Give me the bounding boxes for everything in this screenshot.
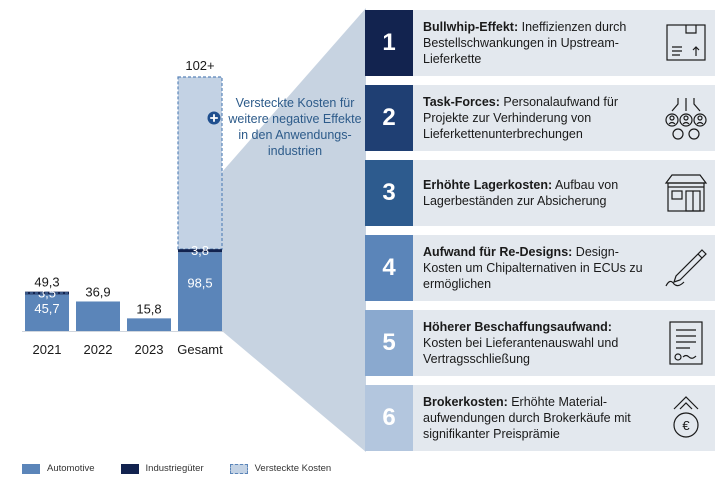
cost-driver-row-4: 4 Aufwand für Re-Designs: Design-Kosten u… [365, 235, 715, 301]
cost-driver-number: 2 [365, 85, 413, 151]
legend-item-hidden: Versteckte Kosten [230, 463, 332, 474]
bar-automotive-gesamt [178, 252, 222, 331]
cost-driver-number: 6 [365, 385, 413, 451]
hidden-costs-note: Versteckte Kosten für weitere negative E… [228, 95, 362, 159]
cost-driver-text: Erhöhte Lagerkosten: Aufbau von Lagerbes… [413, 177, 657, 209]
legend-label-automotive: Automotive [47, 463, 95, 474]
svg-text:€: € [682, 418, 690, 433]
cost-driver-row-2: 2 Task-Forces: Personalaufwand für Projek… [365, 85, 715, 151]
legend: Automotive Industriegüter Versteckte Kos… [22, 463, 357, 474]
cost-driver-row-5: 5 Höherer Beschaffungsaufwand: Kosten bei… [365, 310, 715, 376]
cost-driver-description: Kosten bei Lieferantenauswahl und Vertra… [423, 336, 618, 366]
bar-automotive-2023 [127, 318, 171, 331]
cost-driver-text: Höherer Beschaffungsaufwand: Kosten bei … [413, 319, 657, 367]
cost-driver-number: 3 [365, 160, 413, 226]
value-label-automotive-gesamt: 98,5 [187, 276, 212, 291]
cost-driver-title: Aufwand für Re-Designs: [423, 245, 572, 259]
cost-driver-title: Erhöhte Lagerkosten: [423, 178, 552, 192]
value-label-automotive-2021: 45,7 [34, 301, 59, 316]
category-label-gesamt: Gesamt [177, 342, 223, 357]
cost-driver-title: Task-Forces: [423, 95, 500, 109]
cost-driver-text: Bullwhip-Effekt: Ineffizienzen durch Bes… [413, 19, 657, 67]
legend-item-automotive: Automotive [22, 463, 95, 474]
cost-driver-row-3: 3 Erhöhte Lagerkosten: Aufbau von Lagerbe… [365, 160, 715, 226]
cost-driver-text: Brokerkosten: Erhöhte Material-aufwendun… [413, 394, 657, 442]
bar-hidden-costs [178, 77, 222, 249]
legend-swatch-industrie [121, 464, 139, 474]
cost-driver-number: 4 [365, 235, 413, 301]
contract-icon [657, 310, 715, 376]
warehouse-icon [657, 160, 715, 226]
euro-price-up-icon: € [657, 385, 715, 451]
total-label-gesamt: 102+ [185, 58, 214, 73]
cost-driver-text: Aufwand für Re-Designs: Design-Kosten um… [413, 244, 657, 292]
cost-driver-number: 1 [365, 10, 413, 76]
total-label-2023: 15,8 [136, 301, 161, 316]
funnel-connector [222, 8, 366, 452]
legend-label-hidden: Versteckte Kosten [255, 463, 332, 474]
total-label-2021: 49,3 [34, 275, 59, 290]
cost-driver-number: 5 [365, 310, 413, 376]
team-network-icon [657, 85, 715, 151]
shipping-box-icon [657, 10, 715, 76]
legend-swatch-hidden [230, 464, 248, 474]
pen-sketch-icon [657, 235, 715, 301]
category-label-2023: 2023 [135, 342, 164, 357]
value-label-industrie-gesamt: 3,8 [191, 243, 209, 258]
legend-label-industrie: Industriegüter [146, 463, 204, 474]
cost-driver-title: Brokerkosten: [423, 395, 508, 409]
bar-automotive-2022 [76, 301, 120, 331]
cost-driver-text: Task-Forces: Personalaufwand für Projekt… [413, 94, 657, 142]
cost-driver-title: Höherer Beschaffungsaufwand: [423, 320, 612, 334]
cost-driver-row-6: 6 Brokerkosten: Erhöhte Material-aufwendu… [365, 385, 715, 451]
category-label-2021: 2021 [33, 342, 62, 357]
cost-driver-row-1: 1 Bullwhip-Effekt: Ineffizienzen durch Be… [365, 10, 715, 76]
legend-swatch-automotive [22, 464, 40, 474]
legend-item-industrie: Industriegüter [121, 463, 204, 474]
total-label-2022: 36,9 [85, 284, 110, 299]
category-label-2022: 2022 [84, 342, 113, 357]
cost-driver-title: Bullwhip-Effekt: [423, 20, 518, 34]
